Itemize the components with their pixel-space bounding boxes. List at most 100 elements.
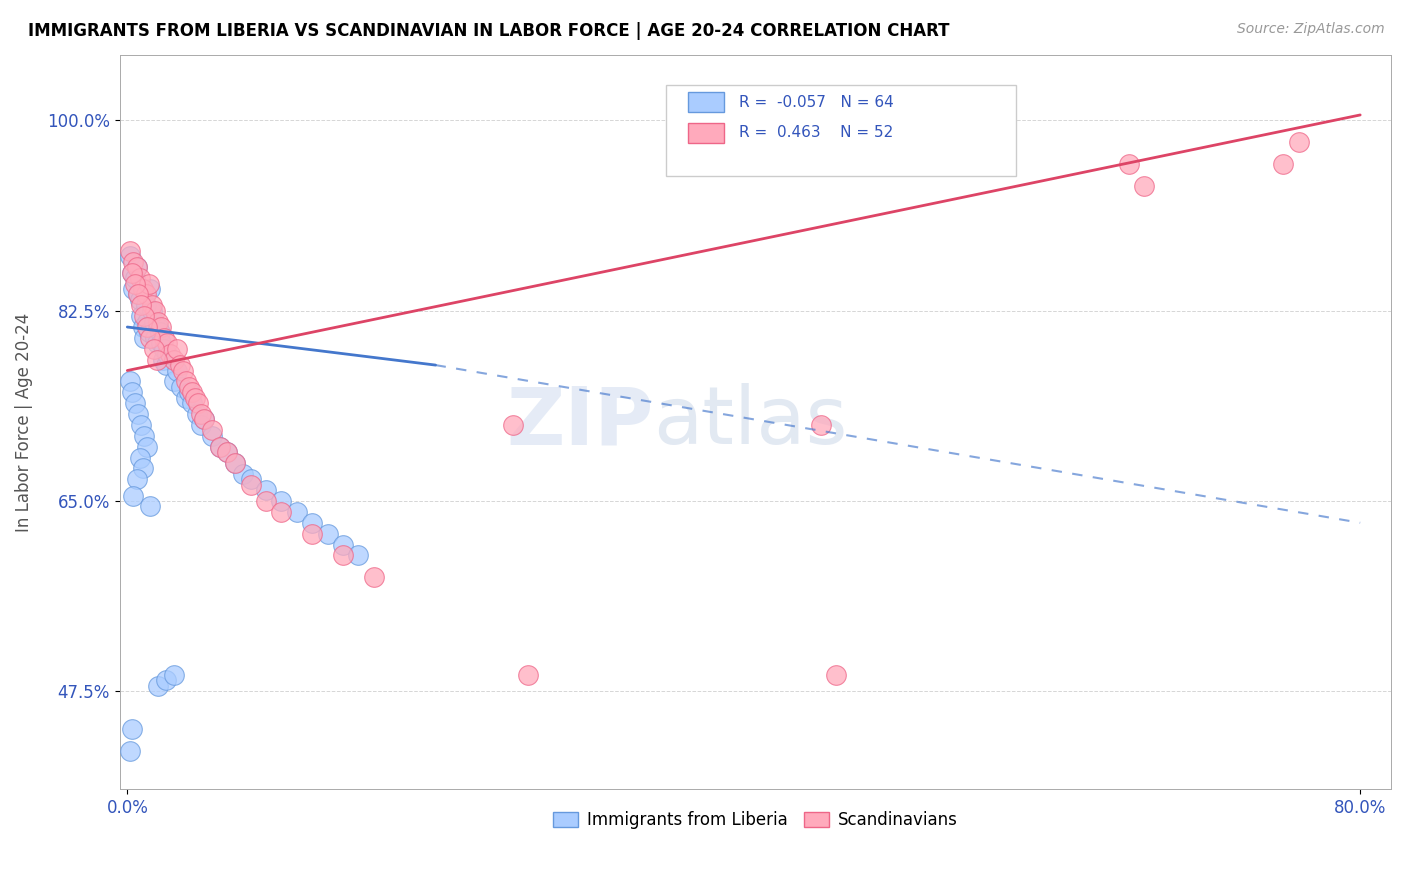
- Point: [224, 456, 246, 470]
- Bar: [688, 123, 724, 144]
- Point: [301, 516, 323, 530]
- Point: [166, 363, 188, 377]
- Point: [1133, 178, 1156, 193]
- Point: [124, 271, 146, 285]
- Point: [139, 282, 162, 296]
- Text: IMMIGRANTS FROM LIBERIA VS SCANDINAVIAN IN LABOR FORCE | AGE 20-24 CORRELATION C: IMMIGRANTS FROM LIBERIA VS SCANDINAVIAN …: [28, 22, 949, 40]
- Point: [138, 277, 160, 291]
- Point: [186, 407, 208, 421]
- Point: [132, 320, 155, 334]
- Point: [224, 456, 246, 470]
- Point: [125, 260, 148, 275]
- Point: [120, 244, 142, 258]
- Point: [149, 326, 172, 340]
- Point: [172, 363, 194, 377]
- Text: R =  0.463    N = 52: R = 0.463 N = 52: [738, 126, 893, 140]
- Point: [1272, 157, 1295, 171]
- Point: [142, 342, 165, 356]
- Point: [128, 450, 150, 465]
- Point: [120, 375, 142, 389]
- Legend: Immigrants from Liberia, Scandinavians: Immigrants from Liberia, Scandinavians: [547, 805, 965, 836]
- Point: [285, 505, 308, 519]
- Point: [190, 407, 212, 421]
- Point: [150, 336, 173, 351]
- Point: [156, 347, 179, 361]
- Point: [254, 483, 277, 497]
- Point: [129, 309, 152, 323]
- Point: [517, 668, 540, 682]
- Point: [139, 331, 162, 345]
- Point: [232, 467, 254, 481]
- Point: [177, 385, 200, 400]
- Point: [174, 391, 197, 405]
- Point: [145, 336, 167, 351]
- Point: [121, 266, 143, 280]
- Point: [146, 679, 169, 693]
- Point: [316, 526, 339, 541]
- Point: [128, 271, 150, 285]
- Point: [217, 445, 239, 459]
- Point: [1118, 157, 1140, 171]
- Point: [162, 352, 184, 367]
- Point: [152, 352, 174, 367]
- Point: [825, 668, 848, 682]
- Point: [121, 266, 143, 280]
- Point: [125, 472, 148, 486]
- Point: [155, 673, 177, 688]
- Point: [208, 440, 231, 454]
- Y-axis label: In Labor Force | Age 20-24: In Labor Force | Age 20-24: [15, 312, 32, 532]
- Point: [127, 287, 149, 301]
- Point: [162, 375, 184, 389]
- Point: [139, 500, 162, 514]
- Text: Source: ZipAtlas.com: Source: ZipAtlas.com: [1237, 22, 1385, 37]
- Point: [181, 396, 204, 410]
- Point: [145, 352, 167, 367]
- Point: [239, 477, 262, 491]
- Point: [347, 549, 370, 563]
- Point: [502, 417, 524, 432]
- Point: [201, 423, 224, 437]
- Point: [810, 417, 832, 432]
- Point: [254, 494, 277, 508]
- Point: [155, 358, 177, 372]
- Point: [190, 417, 212, 432]
- Point: [121, 385, 143, 400]
- Point: [146, 320, 169, 334]
- Point: [129, 298, 152, 312]
- Point: [301, 526, 323, 541]
- Point: [128, 293, 150, 307]
- Point: [120, 249, 142, 263]
- Point: [217, 445, 239, 459]
- Point: [134, 309, 156, 323]
- Point: [170, 380, 193, 394]
- FancyBboxPatch shape: [666, 85, 1017, 177]
- Point: [187, 396, 209, 410]
- Point: [122, 254, 145, 268]
- Point: [270, 494, 292, 508]
- Point: [201, 429, 224, 443]
- Text: atlas: atlas: [654, 384, 848, 461]
- Text: ZIP: ZIP: [506, 384, 654, 461]
- Point: [181, 385, 204, 400]
- Point: [174, 375, 197, 389]
- Point: [193, 412, 215, 426]
- Point: [143, 331, 166, 345]
- Point: [136, 315, 159, 329]
- Point: [120, 744, 142, 758]
- Point: [239, 472, 262, 486]
- Text: R =  -0.057   N = 64: R = -0.057 N = 64: [738, 95, 894, 110]
- Point: [132, 282, 155, 296]
- Point: [127, 407, 149, 421]
- Point: [122, 489, 145, 503]
- Point: [135, 287, 157, 301]
- Point: [332, 537, 354, 551]
- Point: [270, 505, 292, 519]
- Point: [135, 298, 157, 312]
- Point: [134, 331, 156, 345]
- Point: [141, 298, 163, 312]
- Point: [177, 380, 200, 394]
- Point: [143, 303, 166, 318]
- Point: [138, 326, 160, 340]
- Point: [136, 440, 159, 454]
- Point: [146, 315, 169, 329]
